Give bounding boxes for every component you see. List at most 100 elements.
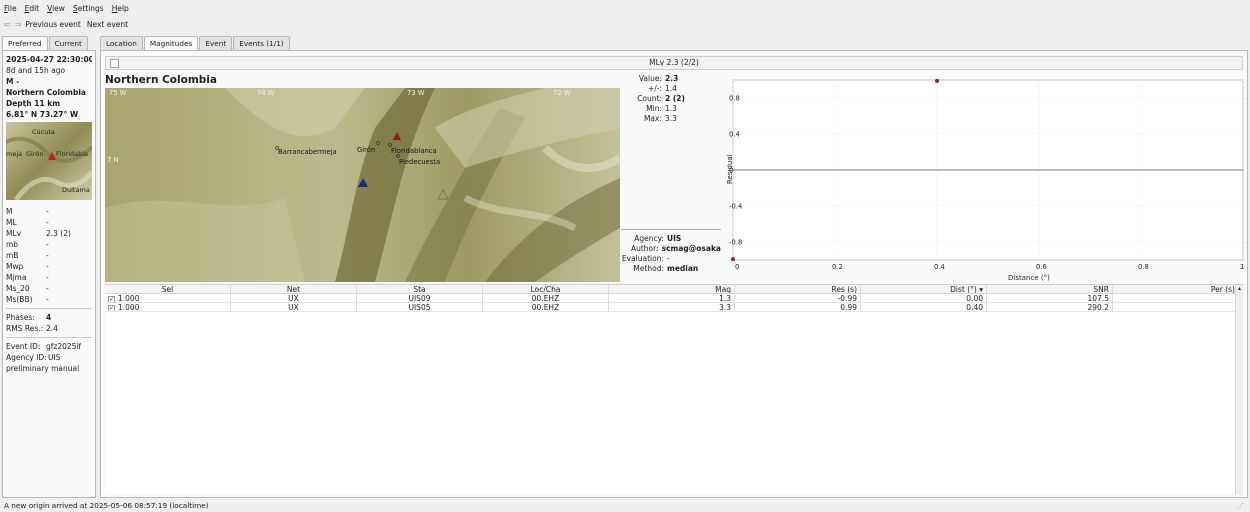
- station-marker-red[interactable]: [393, 132, 401, 140]
- event-summary-panel: Preferred Current 2025-04-27 22:30:00 8d…: [2, 36, 96, 498]
- magnitude-type: MLv: [6, 229, 22, 238]
- event-region: Northern Colombia: [6, 88, 86, 97]
- main-tabs: Location Magnitudes Event Events (1/1): [100, 36, 291, 50]
- event-depth: Depth 11 km: [6, 99, 61, 108]
- column-header[interactable]: Mag: [609, 285, 735, 293]
- stat-label: Max:: [643, 114, 662, 123]
- meta-label: Method:: [633, 264, 664, 273]
- column-header[interactable]: Dist (°) ▾: [861, 285, 987, 293]
- magnitude-type: Ms_20: [6, 284, 30, 293]
- y-tick-label: 0: [729, 167, 733, 175]
- back-arrow-icon[interactable]: ⇐: [4, 19, 11, 29]
- column-header[interactable]: Res (s): [735, 285, 861, 293]
- status-bar: A new origin arrived at 2025-05-06 08:57…: [0, 500, 1250, 512]
- x-tick-label: 0.4: [934, 263, 945, 271]
- selection-cell[interactable]: ✓ 1.000: [105, 303, 231, 311]
- meta-row: Evaluation: -: [621, 254, 721, 264]
- meta-value: median: [667, 264, 699, 273]
- minimap-label: Duitama: [62, 186, 90, 194]
- station-map[interactable]: 75 W 74 W 73 W 72 W 7 N Barrancabermeja …: [105, 88, 620, 282]
- magnitude-value: -: [46, 273, 49, 282]
- tab-location[interactable]: Location: [100, 36, 143, 50]
- menu-view[interactable]: View: [47, 3, 65, 13]
- magnitude-row: M-: [6, 206, 92, 217]
- menu-help[interactable]: Help: [111, 3, 129, 13]
- map-terrain: [105, 88, 620, 282]
- magnitude-row: Ms(BB) -: [6, 294, 92, 305]
- selection-cell[interactable]: ✓ 1.000: [105, 294, 231, 302]
- menu-edit[interactable]: Edit: [24, 3, 40, 13]
- magnitude-type: M: [6, 207, 13, 216]
- minimap-label: Cúcuta: [32, 128, 55, 136]
- stat-row: +/-: 1.4: [621, 84, 721, 94]
- stat-row: Min: 1.3: [621, 104, 721, 114]
- city-label: Floridablanca: [391, 147, 437, 155]
- tab-preferred[interactable]: Preferred: [2, 36, 48, 50]
- map-grid-label: 75 W: [109, 89, 127, 97]
- station-marker-inactive[interactable]: [382, 184, 394, 196]
- magnitude-value: -: [46, 262, 49, 271]
- minimap-label: Floridabla: [56, 150, 89, 158]
- menu-settings[interactable]: Settings: [72, 3, 104, 13]
- table-cell: 0.99: [735, 303, 861, 311]
- tab-events[interactable]: Events (1/1): [233, 36, 290, 50]
- overview-minimap[interactable]: Cúcuta meja Girón Floridabla Duitama: [6, 122, 92, 200]
- table-cell: UIS09: [357, 294, 483, 302]
- rms-row: RMS Res.: 2.4: [6, 324, 58, 333]
- y-tick-label: 0.8: [729, 95, 740, 103]
- table-cell: UX: [231, 303, 357, 311]
- magnitude-type: ML: [6, 218, 17, 227]
- residual-plot[interactable]: 0 0.2 0.4 0.6 0.8 1 0.8 0.4 0 -0.4 -0.8 Distance (°…: [726, 74, 1247, 284]
- magnitude-value: -: [46, 284, 49, 293]
- station-marker-blue[interactable]: [358, 178, 368, 187]
- checkbox-checked-icon[interactable]: ✓: [108, 304, 115, 311]
- table-scrollbar[interactable]: ▴: [1235, 285, 1243, 495]
- table-row[interactable]: ✓ 1.000 UX UIS05 00.EHZ 3.3 0.99 0.40 290.2: [105, 303, 1243, 312]
- tab-magnitudes[interactable]: Magnitudes: [143, 36, 199, 50]
- magnitude-checkbox[interactable]: [110, 59, 119, 68]
- divider: [6, 337, 92, 338]
- toolbar: ⇐ ⇒ Previous event Next event: [0, 16, 1250, 32]
- event-age: 8d and 15h ago: [6, 66, 66, 75]
- table-cell: [1113, 303, 1239, 311]
- stat-label: Count:: [637, 94, 662, 103]
- magnitude-type: mb: [6, 240, 19, 249]
- stat-value: 1.4: [665, 84, 677, 93]
- residual-plot-svg: 0 0.2 0.4 0.6 0.8 1 0.8 0.4 0 -0.4 -0.8 Distance (°…: [726, 78, 1244, 282]
- meta-value: UIS: [667, 234, 682, 243]
- table-row[interactable]: ✓ 1.000 UX UIS09 00.EHZ 1.3 -0.99 0.00 107.5: [105, 294, 1243, 303]
- forward-arrow-icon[interactable]: ⇒: [14, 19, 22, 29]
- previous-event-button[interactable]: Previous event: [25, 19, 81, 29]
- stat-label: +/-:: [647, 84, 662, 93]
- column-header[interactable]: Per (s): [1113, 285, 1239, 293]
- region-title: Northern Colombia: [105, 74, 217, 86]
- menu-file[interactable]: File: [4, 3, 17, 13]
- resize-grip-icon[interactable]: ⋰: [1237, 502, 1244, 510]
- table-cell: 00.EHZ: [483, 303, 609, 311]
- stat-label: Value:: [638, 74, 662, 83]
- column-header[interactable]: Sta: [357, 285, 483, 293]
- column-header[interactable]: Net: [231, 285, 357, 293]
- magnitude-value: -: [46, 240, 49, 249]
- event-id-row: Event ID: gfz2025if: [6, 342, 82, 351]
- minimap-label: Girón: [26, 150, 44, 158]
- table-header: Sel Net Sta Loc/Cha Mag Res (s) Dist (°) ▾ SNR P…: [105, 285, 1243, 294]
- next-event-button[interactable]: Next event: [86, 19, 129, 29]
- agency-id-row: Agency ID: UIS: [6, 353, 61, 362]
- meta-label: Author:: [630, 244, 659, 253]
- station-marker-inactive[interactable]: [437, 188, 449, 200]
- stat-row: Value: 2.3: [621, 74, 721, 84]
- magnitude-type-bar: MLv 2.3 (2/2): [105, 56, 1243, 70]
- tab-current[interactable]: Current: [48, 36, 88, 50]
- column-header[interactable]: Loc/Cha: [483, 285, 609, 293]
- column-header[interactable]: SNR: [987, 285, 1113, 293]
- table-cell: 107.5: [987, 294, 1113, 302]
- column-header[interactable]: Sel: [105, 285, 231, 293]
- table-cell: 0.00: [861, 294, 987, 302]
- checkbox-checked-icon[interactable]: ✓: [108, 295, 115, 302]
- magnitudes-panel: MLv 2.3 (2/2) Northern Colombia: [100, 50, 1248, 498]
- magnitude-stats: Value: 2.3 +/-: 1.4 Count: 2 (2) Min: 1.3 Max: 3.…: [621, 74, 721, 124]
- stat-row: Count: 2 (2): [621, 94, 721, 104]
- tab-event[interactable]: Event: [199, 36, 233, 50]
- epicenter-marker: [48, 152, 56, 160]
